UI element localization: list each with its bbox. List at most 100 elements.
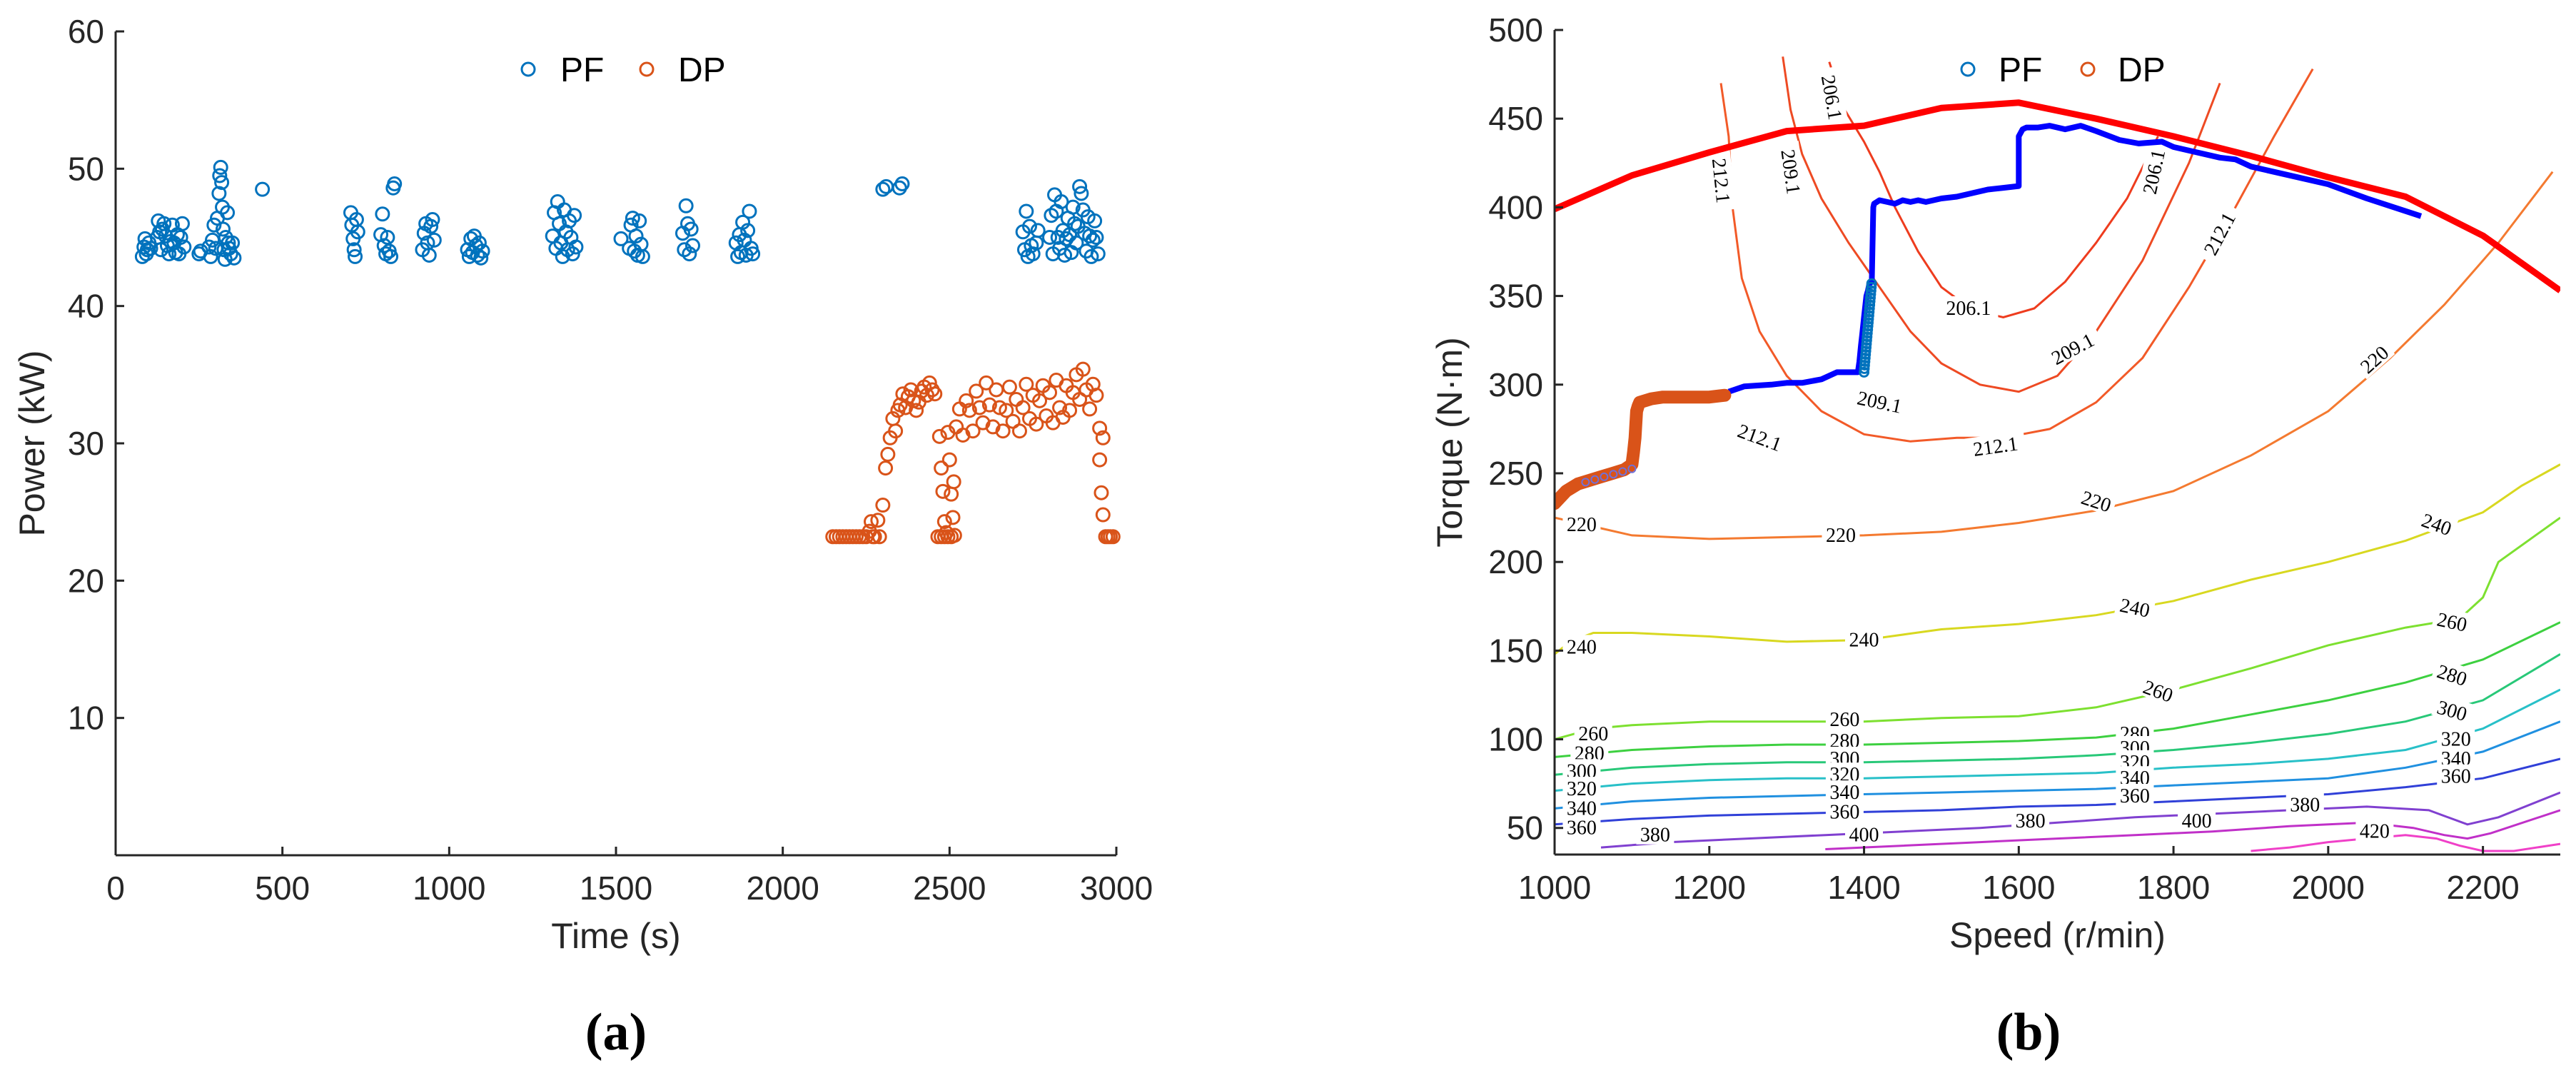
contour-label-bg xyxy=(2116,784,2154,805)
dp-point xyxy=(1082,401,1098,417)
pf-point xyxy=(201,239,217,255)
pf-point xyxy=(425,211,440,227)
y-tick-label: 500 xyxy=(1488,11,1543,49)
dp-point xyxy=(935,483,951,499)
dp-point xyxy=(864,514,879,530)
contour-label-bg xyxy=(1825,707,1864,730)
pf-point xyxy=(683,221,699,237)
contour-label: 380 xyxy=(1640,825,1670,847)
pf-point xyxy=(383,248,399,264)
pf-point xyxy=(143,241,158,256)
contour-label-group: 209.1 xyxy=(2041,324,2103,372)
contour-label-bg xyxy=(2114,592,2156,621)
pf-point xyxy=(1074,186,1089,201)
contour-label-group: 240 xyxy=(1562,635,1601,658)
contour-label-bg xyxy=(2285,792,2324,815)
y-tick-label: 100 xyxy=(1488,721,1543,758)
dp-point xyxy=(1095,430,1111,445)
pf-point xyxy=(1627,464,1637,473)
pf-point xyxy=(1090,246,1106,262)
x-axis-label: Speed (r/min) xyxy=(1949,915,2166,955)
contour-label-bg xyxy=(1845,822,1883,845)
contour-label-group: 220 xyxy=(2352,338,2395,380)
y-tick-label: 200 xyxy=(1488,543,1543,580)
pf-point xyxy=(223,246,238,262)
pf-point xyxy=(567,208,582,223)
dp-point xyxy=(965,423,981,439)
pf-point xyxy=(875,181,891,197)
contour-label-bg xyxy=(2431,694,2474,725)
dp-point xyxy=(1011,423,1027,439)
dp-point xyxy=(909,403,924,418)
legend-dp-marker xyxy=(639,61,655,77)
dp-point xyxy=(872,529,887,545)
pf-point xyxy=(894,176,910,191)
legend-pf-marker xyxy=(520,61,536,77)
dp-point xyxy=(1001,379,1017,395)
contour-label: 360 xyxy=(1567,817,1597,840)
x-tick-label: 1000 xyxy=(1518,869,1591,906)
contour-label-bg xyxy=(2137,673,2181,707)
contour-line xyxy=(1782,56,2221,393)
dp-point xyxy=(1009,391,1024,407)
contour-label-group: 240 xyxy=(2415,506,2459,540)
contour-line xyxy=(1600,791,2560,849)
contour-label-bg xyxy=(1562,777,1601,799)
dp-point xyxy=(999,403,1014,418)
pf-point xyxy=(348,248,363,264)
y-axis-label: Torque (N·m) xyxy=(1430,337,1470,547)
y-tick-label: 300 xyxy=(1488,366,1543,403)
contour-label-bg xyxy=(1708,150,1737,211)
pf-point xyxy=(1089,230,1104,245)
pf-point xyxy=(635,248,650,264)
pf-point xyxy=(346,242,362,258)
contour-label-group: 260 xyxy=(2137,673,2181,707)
pf-point xyxy=(215,221,231,237)
dp-point xyxy=(971,400,987,415)
dp-point xyxy=(941,452,957,468)
contour-label-group: 206.1 xyxy=(1817,66,1849,129)
contour-line xyxy=(1555,688,2560,792)
pf-point xyxy=(1057,248,1073,263)
y-tick-label: 50 xyxy=(1507,810,1543,847)
contour-label: 209.1 xyxy=(1855,387,1904,418)
dp-point xyxy=(888,423,904,439)
contour-label-bg xyxy=(2431,658,2474,690)
chart-b: 212.1 209.1206.1206.1206.1209.1209.1212.1… xyxy=(1430,11,2560,1062)
x-tick-label: 1000 xyxy=(413,870,485,907)
pf-point xyxy=(740,223,756,238)
contour-label-bg xyxy=(2195,201,2243,265)
pf-point xyxy=(568,239,584,255)
contour-label-group: 380 xyxy=(2011,808,2050,832)
pf-point xyxy=(628,228,644,244)
contour-label-group: 212.1 xyxy=(1707,150,1737,211)
x-tick-label: 2000 xyxy=(746,870,819,907)
pf-point xyxy=(174,216,190,231)
pf-point xyxy=(1866,278,1877,289)
y-tick-label: 250 xyxy=(1488,455,1543,492)
pf-point xyxy=(206,217,222,233)
pf-point xyxy=(426,232,442,248)
contour-label: 209.1 xyxy=(2048,329,2098,370)
pf-point xyxy=(1618,467,1627,476)
dp-point xyxy=(1092,420,1108,436)
x-tick-label: 0 xyxy=(106,870,125,907)
contour-label-group: 220 xyxy=(1562,513,1601,536)
legend-dp-label: DP xyxy=(2118,51,2166,89)
dp-point xyxy=(931,428,947,444)
y-tick-label: 40 xyxy=(68,288,104,325)
dp-point xyxy=(945,510,961,525)
legend-dp-label: DP xyxy=(678,51,726,89)
contour-label-group: 240 xyxy=(2114,592,2156,623)
pf-point xyxy=(545,228,560,244)
pf-point xyxy=(730,248,746,264)
contour-label-bg xyxy=(1562,513,1601,534)
contour-line xyxy=(1555,653,2560,776)
contour-label: 300 xyxy=(2435,697,2470,726)
contour-line xyxy=(2251,834,2560,852)
pf-point xyxy=(1069,235,1084,251)
x-tick-label: 3000 xyxy=(1080,870,1153,907)
contour-label-bg xyxy=(1817,66,1849,129)
contour-label-bg xyxy=(1848,384,1911,418)
dp-point xyxy=(969,383,984,399)
